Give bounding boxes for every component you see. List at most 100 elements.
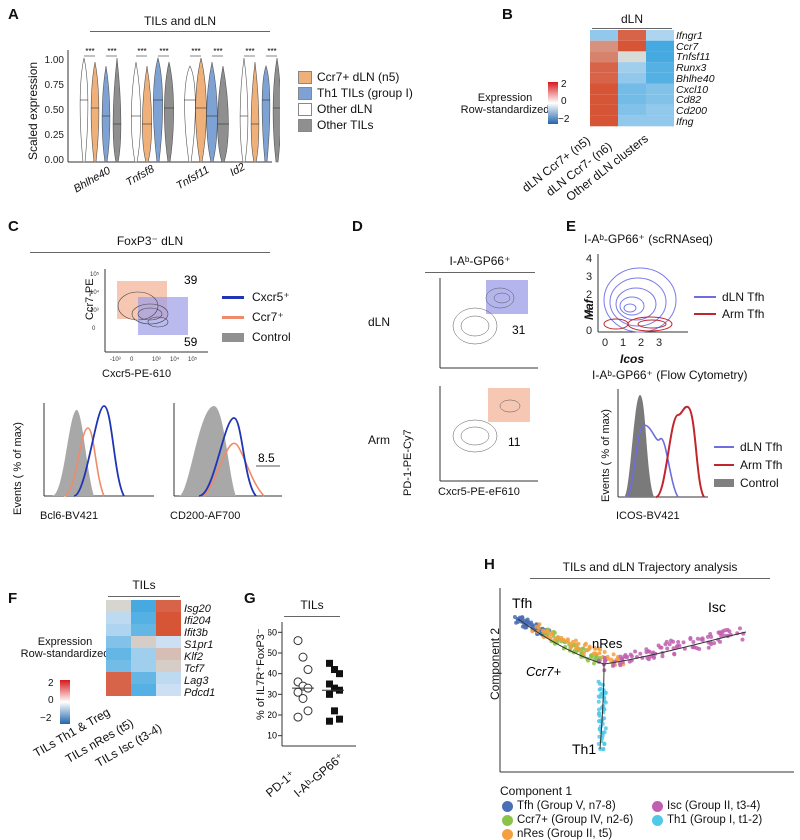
legend-label: Th1 (Group I, t1-2) bbox=[667, 814, 763, 826]
branch-tfh: Tfh bbox=[512, 595, 532, 611]
legend-item: Ccr7+ dLN (n5) bbox=[298, 70, 413, 84]
trajectory-cell bbox=[596, 679, 601, 684]
legend-item: Control bbox=[222, 330, 291, 344]
trajectory-cell bbox=[644, 650, 649, 655]
ytick-0: 0.00 bbox=[45, 155, 65, 166]
panel-b-colorbar-title: Expression Row-standardized bbox=[455, 92, 555, 116]
heatmap-cell bbox=[131, 612, 156, 624]
branch-nres: nRes bbox=[592, 636, 623, 651]
heatmap-cell bbox=[131, 636, 156, 648]
heatmap-cell bbox=[106, 660, 131, 672]
hist1-xlabel: Bcl6-BV421 bbox=[40, 510, 99, 522]
trajectory-cell bbox=[611, 652, 616, 657]
trajectory-cell bbox=[665, 646, 670, 651]
svg-text:1: 1 bbox=[620, 337, 626, 349]
legend-label: Other dLN bbox=[317, 102, 373, 116]
legend-swatch bbox=[222, 295, 244, 299]
heatmap-cell bbox=[131, 600, 156, 612]
legend-swatch bbox=[298, 118, 312, 132]
row-label: Ifi204 bbox=[184, 615, 211, 627]
legend-label: Control bbox=[740, 476, 779, 490]
panel-f-title-rule bbox=[108, 596, 180, 597]
row-label: Ifng bbox=[676, 115, 694, 128]
trajectory-cell bbox=[633, 649, 638, 654]
trajectory-cell bbox=[598, 694, 603, 699]
legend-swatch bbox=[652, 814, 663, 826]
trajectory-cell bbox=[660, 654, 665, 659]
heatmap-cell bbox=[618, 62, 646, 73]
heatmap-cell bbox=[646, 30, 674, 41]
panel-a-violin-plot: 1.00 0.75 0.50 0.25 0.00 *** *** *** *** ***… bbox=[45, 47, 280, 166]
legend-item: Ccr7+ (Group IV, n2-6) bbox=[502, 814, 652, 826]
panel-g-title-rule bbox=[284, 616, 340, 617]
trajectory-cell bbox=[624, 654, 629, 659]
panel-e-xlabel2: ICOS-BV421 bbox=[616, 510, 680, 522]
trajectory-cell bbox=[537, 622, 542, 627]
trajectory-cell bbox=[672, 652, 677, 657]
legend-swatch bbox=[502, 828, 513, 840]
violin bbox=[131, 61, 141, 163]
heatmap-cell bbox=[618, 72, 646, 84]
cb-title-line2: Row-standardized bbox=[20, 648, 110, 660]
trajectory-cell bbox=[705, 634, 710, 639]
panel-a-title-rule bbox=[90, 31, 270, 32]
row-label: Tcf7 bbox=[184, 663, 205, 675]
heatmap-cell bbox=[106, 684, 131, 696]
trajectory-cell bbox=[695, 636, 700, 641]
trajectory-cell bbox=[561, 638, 566, 643]
panel-b-colorbar bbox=[548, 82, 558, 124]
panel-c-title-rule bbox=[30, 252, 270, 253]
trajectory-cell bbox=[694, 646, 699, 651]
panel-h-title-rule bbox=[530, 578, 770, 579]
trajectory-cell bbox=[629, 654, 634, 659]
trajectory-cell bbox=[598, 686, 603, 691]
violin bbox=[217, 65, 229, 163]
trajectory-cell bbox=[674, 644, 679, 649]
trajectory-cell bbox=[581, 651, 586, 656]
trajectory-cell bbox=[602, 716, 607, 721]
heatmap-cell bbox=[106, 612, 131, 624]
legend-item: Th1 (Group I, t1-2) bbox=[652, 814, 798, 826]
significance-marker: *** bbox=[245, 47, 254, 56]
hist2-value: 8.5 bbox=[258, 451, 275, 465]
trajectory-cell bbox=[737, 626, 742, 631]
heatmap-cell bbox=[618, 104, 646, 116]
trajectory-cell bbox=[667, 642, 672, 647]
data-point bbox=[336, 670, 343, 678]
panel-d-row2: Arm bbox=[368, 433, 390, 447]
panel-e-xlabel1: Icos bbox=[620, 352, 645, 366]
heatmap-cell bbox=[131, 660, 156, 672]
legend-swatch bbox=[298, 70, 312, 84]
panel-e-histogram bbox=[617, 389, 708, 498]
svg-text:0: 0 bbox=[92, 326, 96, 332]
cb-tick: 2 bbox=[561, 79, 567, 90]
ytick-1: 1.00 bbox=[45, 55, 65, 66]
panel-e-legend2: dLN Tfh Arm Tfh Control bbox=[714, 440, 782, 490]
trajectory-cell bbox=[596, 707, 601, 712]
trajectory-cell bbox=[609, 657, 614, 662]
data-point bbox=[298, 693, 308, 703]
heatmap-cell bbox=[131, 648, 156, 660]
heatmap-cell bbox=[618, 115, 646, 127]
data-point bbox=[326, 680, 333, 688]
row-label: Ccr7 bbox=[676, 40, 699, 53]
heatmap-cell bbox=[618, 51, 646, 63]
svg-text:4: 4 bbox=[586, 253, 592, 265]
panel-a-title: TILs and dLN bbox=[143, 14, 217, 28]
row-label: Bhlhe40 bbox=[676, 72, 715, 85]
cb-tick: 0 bbox=[561, 96, 567, 107]
legend-item: Arm Tfh bbox=[714, 458, 782, 472]
ytick-label: 50 bbox=[268, 648, 277, 658]
heatmap-cell bbox=[156, 636, 181, 648]
heatmap-cell bbox=[106, 600, 131, 612]
legend-item: Other dLN bbox=[298, 102, 413, 116]
violin bbox=[195, 57, 207, 163]
trajectory-cell bbox=[691, 640, 696, 645]
panel-e-title2: I-Aᵇ-GP66⁺ (Flow Cytometry) bbox=[592, 368, 748, 382]
trajectory-cell bbox=[580, 646, 585, 651]
svg-text:10⁴: 10⁴ bbox=[170, 356, 180, 363]
pct1: 31 bbox=[512, 323, 526, 337]
panel-a-ylabel: Scaled expression bbox=[26, 61, 40, 160]
heatmap-cell bbox=[590, 94, 618, 105]
violin bbox=[239, 57, 249, 163]
